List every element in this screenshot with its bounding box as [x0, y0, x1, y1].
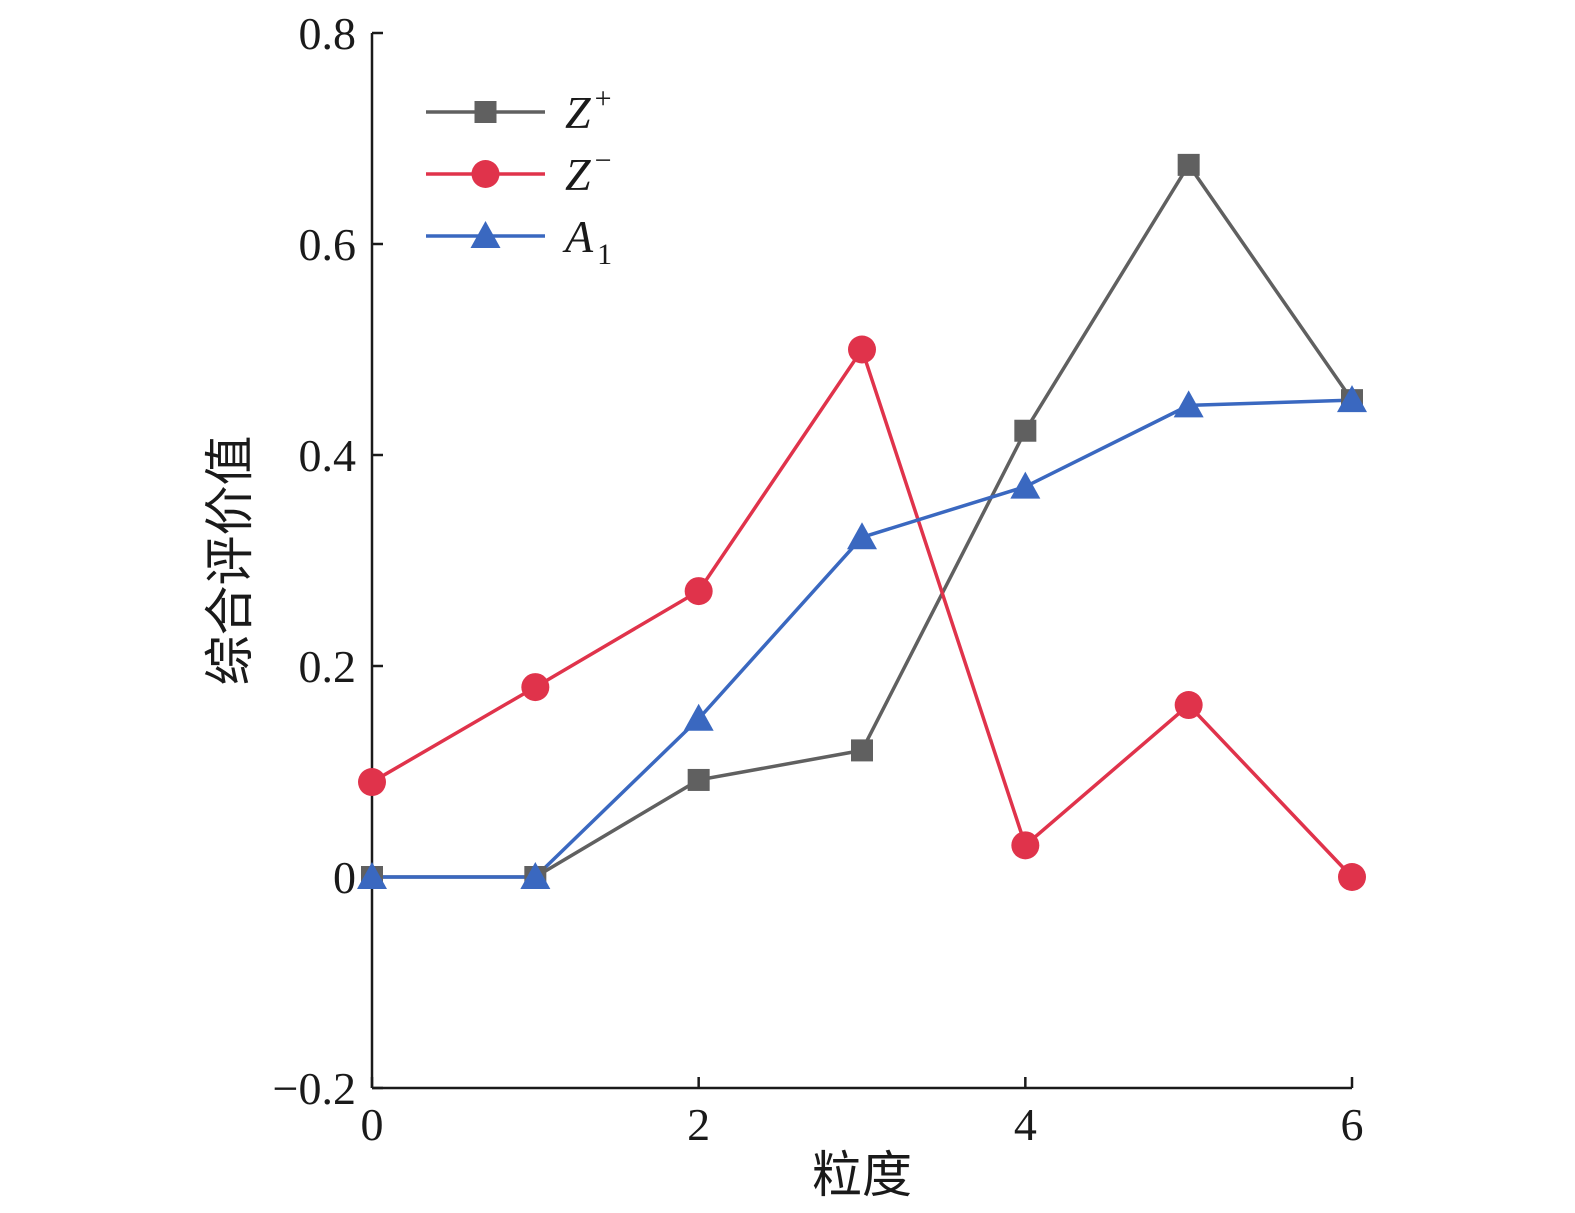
data-point-z-minus — [1011, 831, 1040, 860]
x-axis-title: 粒度 — [812, 1146, 912, 1204]
y-tick-label: 0.4 — [299, 430, 357, 481]
data-point-z-plus — [1177, 153, 1200, 176]
data-point-z-plus — [1014, 419, 1037, 442]
data-point-z-minus — [848, 335, 876, 364]
y-tick-label: 0 — [333, 852, 356, 903]
data-point-a1 — [1173, 390, 1204, 418]
data-point-a1 — [520, 862, 551, 889]
legend-marker-z-plus — [474, 101, 497, 123]
legend-label-z-plus: Z + — [565, 82, 612, 138]
series-line-z-plus — [372, 161, 1354, 879]
axes: −0.200.20.40.60.80 2 4 6 — [273, 8, 1364, 1150]
data-point-a1 — [683, 703, 714, 731]
legend-marker-a1 — [470, 221, 501, 248]
data-point-z-plus — [687, 768, 710, 791]
y-tick-label: 0.2 — [299, 641, 357, 692]
legend-label-z-minus: Z − — [565, 144, 612, 200]
data-point-z-minus — [1338, 863, 1366, 891]
data-point-z-minus — [521, 673, 550, 702]
data-point-a1 — [357, 862, 387, 889]
legend-marker-z-minus — [471, 160, 500, 188]
series-line-a1 — [372, 398, 1353, 879]
y-tick-label: 0.6 — [299, 219, 357, 270]
legend: Z + Z − A 1 — [426, 82, 612, 271]
data-point-z-plus — [851, 739, 873, 762]
y-tick-label: −0.2 — [273, 1063, 356, 1114]
x-tick-label: 6 — [1341, 1099, 1364, 1150]
series-line-z-minus — [371, 345, 1354, 879]
x-tick-label: 4 — [1014, 1099, 1037, 1150]
data-point-z-minus — [358, 768, 386, 797]
data-point-z-minus — [684, 577, 713, 606]
y-axis-title: 综合评价值 — [201, 436, 259, 686]
series-markers — [357, 153, 1367, 891]
x-tick-label: 2 — [687, 1099, 710, 1150]
data-point-a1 — [847, 522, 877, 550]
y-tick-label: 0.8 — [299, 8, 357, 59]
x-tick-label: 0 — [361, 1099, 384, 1150]
data-point-z-minus — [1174, 691, 1203, 720]
data-point-a1 — [1337, 385, 1367, 413]
data-point-a1 — [1010, 471, 1041, 499]
series-lines — [371, 161, 1354, 879]
